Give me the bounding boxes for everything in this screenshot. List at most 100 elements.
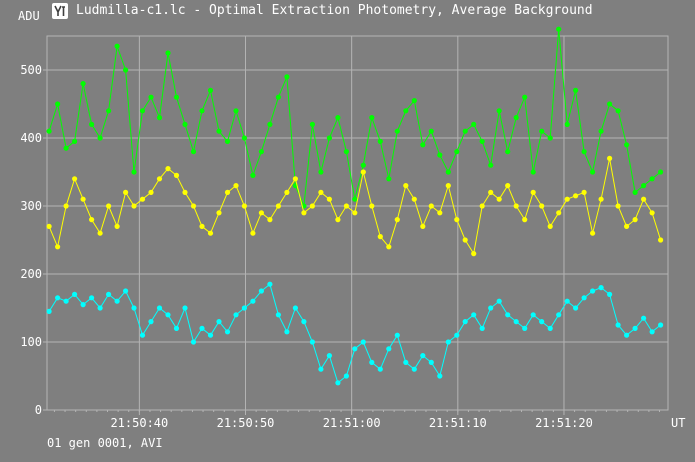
data-point — [55, 101, 61, 107]
data-point — [343, 203, 349, 209]
data-point — [148, 319, 154, 325]
data-point — [437, 152, 443, 158]
data-point — [80, 196, 86, 202]
data-point — [632, 217, 638, 223]
data-point — [564, 298, 570, 304]
data-point — [658, 322, 664, 328]
data-point — [301, 210, 307, 216]
data-point — [335, 115, 341, 121]
data-point — [343, 149, 349, 155]
data-point — [615, 322, 621, 328]
data-point — [462, 128, 468, 134]
x-tick-label: 21:51:20 — [535, 416, 593, 430]
data-point — [530, 189, 536, 195]
data-point — [411, 98, 417, 104]
data-point — [624, 142, 630, 148]
data-point — [556, 312, 562, 318]
data-point — [641, 183, 647, 189]
data-point — [63, 298, 69, 304]
data-point — [335, 380, 341, 386]
data-point — [479, 138, 485, 144]
data-point — [182, 121, 188, 127]
data-point — [156, 115, 163, 121]
data-point — [437, 210, 443, 216]
data-point — [233, 183, 239, 189]
data-point — [190, 149, 197, 155]
data-point — [55, 244, 61, 250]
data-point — [131, 203, 137, 209]
x-tick-label: 21:50:40 — [110, 416, 168, 430]
data-point — [488, 162, 494, 168]
series-line-0 — [48, 29, 661, 207]
data-point — [522, 94, 528, 100]
data-point — [267, 281, 273, 287]
data-point — [556, 210, 562, 216]
data-point — [649, 176, 655, 182]
data-point — [632, 325, 638, 331]
data-point — [165, 312, 171, 318]
data-point — [139, 332, 146, 338]
data-point — [471, 251, 477, 257]
data-point — [182, 189, 188, 195]
data-point — [624, 332, 630, 338]
y-tick-label: 0 — [35, 403, 42, 417]
data-point — [641, 315, 647, 321]
data-point — [97, 305, 103, 311]
data-point — [139, 196, 146, 202]
photometry-app-icon[interactable] — [52, 3, 68, 19]
data-point — [241, 203, 247, 209]
data-point — [598, 196, 604, 202]
data-point — [505, 149, 511, 155]
data-point — [216, 128, 222, 134]
data-point — [326, 196, 332, 202]
data-point — [394, 217, 400, 223]
data-point — [598, 285, 604, 291]
data-point — [89, 121, 95, 127]
data-point — [63, 203, 69, 209]
data-point — [318, 189, 324, 195]
data-point — [97, 230, 103, 236]
y-tick-label: 200 — [20, 267, 42, 281]
data-point — [80, 302, 86, 308]
data-point — [156, 176, 163, 182]
data-point — [377, 366, 383, 372]
data-point — [275, 94, 281, 100]
data-point — [63, 145, 69, 151]
data-point — [335, 217, 341, 223]
data-point — [454, 332, 460, 338]
data-point — [292, 305, 298, 311]
data-point — [309, 121, 315, 127]
data-point — [420, 353, 426, 359]
data-point — [632, 189, 638, 195]
data-point — [488, 305, 494, 311]
data-point — [114, 43, 120, 49]
data-point — [275, 203, 281, 209]
data-point — [241, 305, 247, 311]
data-point — [547, 135, 553, 141]
data-point — [139, 108, 146, 114]
data-point — [72, 138, 78, 144]
data-point — [148, 189, 154, 195]
data-point — [292, 176, 298, 182]
data-point — [658, 169, 664, 175]
data-point — [471, 121, 477, 127]
data-point — [250, 298, 256, 304]
data-point — [386, 244, 392, 250]
data-point — [394, 128, 400, 134]
data-point — [377, 138, 383, 144]
data-point — [539, 203, 545, 209]
data-point — [428, 128, 434, 134]
data-point — [284, 74, 290, 80]
data-point — [462, 237, 468, 243]
data-point — [564, 196, 570, 202]
data-point — [224, 329, 231, 335]
data-point — [190, 339, 197, 345]
data-point — [539, 319, 545, 325]
data-point — [267, 121, 273, 127]
data-point — [607, 291, 613, 297]
data-point — [258, 288, 264, 294]
data-point — [89, 217, 95, 223]
data-point — [445, 339, 451, 345]
data-point — [123, 189, 129, 195]
data-point — [250, 172, 256, 178]
